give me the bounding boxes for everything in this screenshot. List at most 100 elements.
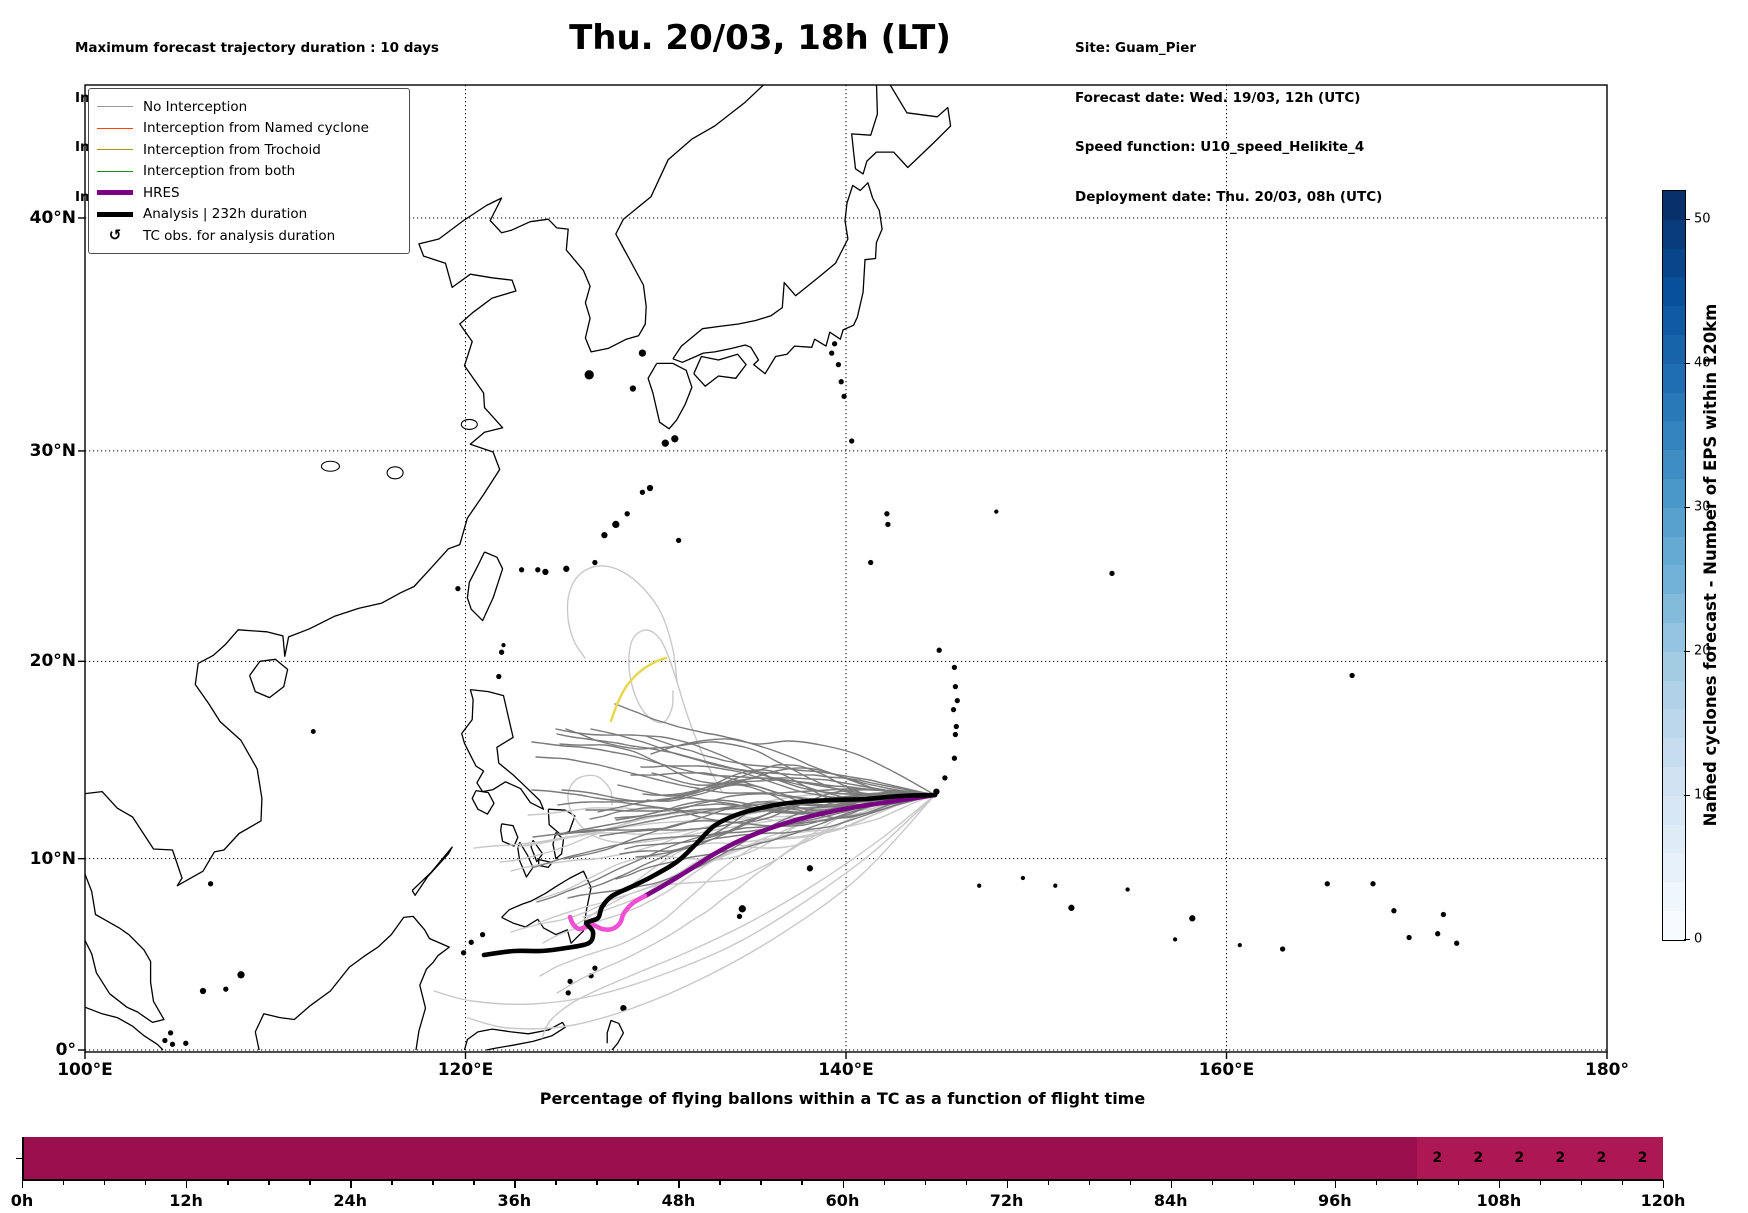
island-dot	[639, 489, 646, 495]
bar-minor-tick	[760, 1180, 762, 1185]
colorbar-band	[1663, 622, 1685, 652]
bar-tick-label: 48h	[661, 1191, 696, 1210]
bar-minor-tick	[1088, 1180, 1091, 1185]
island-dot	[167, 1030, 174, 1036]
island-dot	[567, 978, 573, 985]
tc-obs-cyclone-icon: ↺	[108, 226, 122, 245]
coastline	[606, 1019, 625, 1051]
colorbar-band	[1663, 450, 1685, 479]
x-tick-label: 100°E	[57, 1060, 113, 1080]
island-dot	[612, 520, 620, 529]
eps-member-line	[585, 793, 936, 812]
legend-row: Interception from both	[97, 161, 399, 183]
legend-label: TC obs. for analysis duration	[143, 227, 336, 244]
coastline	[471, 789, 495, 815]
bar-major-tick	[1170, 1180, 1173, 1188]
legend-label: Interception from Named cyclone	[143, 120, 369, 137]
colorbar-band	[1663, 766, 1685, 796]
island-dot	[1324, 881, 1330, 887]
bar-minor-tick	[1580, 1180, 1583, 1185]
colorbar-band	[1663, 680, 1685, 710]
legend-row: Analysis | 232h duration	[97, 204, 399, 226]
both-interception-line-icon	[97, 170, 133, 172]
lake-outline	[386, 466, 404, 480]
colorbar-band	[1663, 824, 1685, 854]
eps-member-light	[433, 794, 936, 1005]
island-dot	[1391, 908, 1397, 914]
colorbar-band	[1663, 910, 1685, 940]
island-dot	[950, 706, 957, 713]
island-dot	[1435, 931, 1441, 937]
bar-tick-label: 96h	[1317, 1191, 1352, 1210]
bar-minor-tick	[924, 1180, 926, 1185]
island-dot	[535, 567, 541, 573]
coastline	[647, 362, 693, 430]
colorbar-band	[1663, 191, 1685, 220]
colorbar-tick-label: 40	[1694, 355, 1711, 371]
bar-minor-tick	[391, 1180, 393, 1185]
bar-tick-label: 12h	[169, 1191, 203, 1210]
bar-minor-tick	[1621, 1180, 1624, 1185]
eps-member-line	[589, 789, 936, 824]
bar-tick-label: 108h	[1476, 1191, 1522, 1210]
colorbar-tick	[1684, 506, 1690, 509]
colorbar-tick	[1684, 362, 1690, 365]
island-dot	[885, 521, 891, 528]
colorbar-band	[1663, 248, 1685, 278]
island-dot	[592, 965, 598, 971]
bar-minor-tick	[1252, 1180, 1255, 1185]
island-dot	[1440, 911, 1447, 918]
lake-outline	[460, 418, 478, 430]
island-dot	[1406, 934, 1412, 941]
eps-member-line	[590, 728, 936, 796]
bar-segment: 2	[1621, 1137, 1663, 1179]
island-dot	[868, 559, 874, 566]
coastline	[85, 85, 765, 887]
colorbar-tick	[1684, 650, 1690, 653]
hres-line	[642, 792, 938, 899]
bar-tick-label: 72h	[989, 1191, 1024, 1210]
colorbar-band	[1663, 363, 1685, 393]
island-dot	[1189, 915, 1196, 922]
colorbar	[1662, 190, 1686, 941]
island-dot	[638, 349, 647, 357]
colorbar-band	[1663, 594, 1685, 623]
island-dot	[584, 370, 594, 380]
island-dot	[237, 971, 245, 979]
coastline	[538, 858, 553, 869]
colorbar-band	[1663, 478, 1685, 508]
x-tick-label: 140°E	[818, 1060, 874, 1080]
eps-member-light	[539, 794, 936, 977]
site-info-block: Site: Guam_Pier Forecast date: Wed. 19/0…	[1075, 7, 1382, 238]
colorbar-band	[1663, 536, 1685, 566]
bar-segment: 2	[1416, 1137, 1458, 1179]
island-dot	[1454, 940, 1460, 946]
site-line: Forecast date: Wed. 19/03, 12h (UTC)	[1075, 89, 1361, 106]
colorbar-tick-label: 0	[1694, 931, 1703, 947]
coastline	[517, 841, 534, 878]
eps-member-light	[467, 794, 936, 1030]
bar-major-tick	[1663, 1180, 1665, 1188]
bar-segment: 2	[1539, 1137, 1581, 1179]
island-dot	[1020, 875, 1026, 881]
island-dot	[1237, 942, 1242, 948]
legend-label: Interception from both	[143, 163, 296, 180]
colorbar-band	[1663, 709, 1685, 739]
coastline	[461, 688, 545, 810]
legend-row: No Interception	[97, 96, 399, 118]
island-dot	[496, 673, 502, 680]
colorbar-tick	[1684, 939, 1690, 941]
island-dot	[849, 438, 855, 444]
site-line: Speed function: U10_speed_Helikite_4	[1075, 139, 1365, 155]
island-dot	[952, 683, 959, 690]
bar-major-tick	[350, 1180, 352, 1188]
colorbar-band	[1663, 651, 1685, 681]
island-dot	[542, 568, 549, 576]
island-dot	[310, 729, 316, 734]
island-dot	[951, 664, 958, 671]
bar-chart-title: Percentage of flying ballons within a TC…	[539, 1089, 1146, 1108]
bar-y-tick	[16, 1158, 22, 1160]
coastline	[851, 85, 952, 175]
